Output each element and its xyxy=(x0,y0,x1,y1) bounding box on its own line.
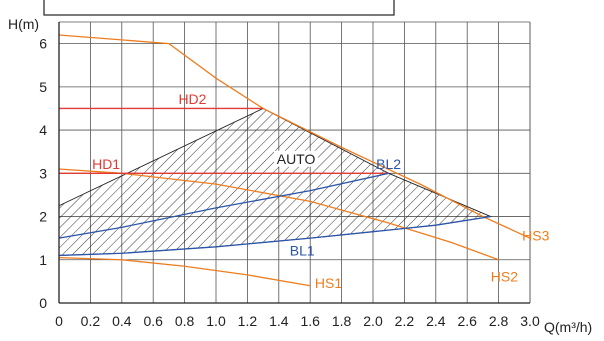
x-tick-label: 1.8 xyxy=(332,313,352,329)
auto-region xyxy=(58,107,493,256)
y-tick-label: 3 xyxy=(39,165,47,181)
x-tick-labels: 0 0.2 0.4 0.6 0.8 1.0 1.2 1.4 1.6 1.8 2.0 2.2 2.4 2.6… xyxy=(55,313,540,329)
x-tick-label: 0.6 xyxy=(143,313,163,329)
x-tick-label: 0.2 xyxy=(81,313,101,329)
x-tick-label: 0.8 xyxy=(175,313,195,329)
y-tick-label: 6 xyxy=(39,36,47,52)
x-tick-label: 1.6 xyxy=(300,313,320,329)
series-group xyxy=(58,34,531,287)
auto-region-area xyxy=(58,107,493,256)
x-tick-label: 2.4 xyxy=(426,313,446,329)
series-hs1-line xyxy=(58,256,311,287)
x-tick-label: 0.4 xyxy=(112,313,132,329)
header-box xyxy=(43,0,395,16)
y-tick-label: 5 xyxy=(39,79,47,95)
x-tick-label: 2.8 xyxy=(489,313,509,329)
auto-label-bg xyxy=(274,150,319,167)
label-bl2: BL2 xyxy=(376,156,401,172)
x-tick-label: 0 xyxy=(55,313,63,329)
x-tick-label: 1.0 xyxy=(206,313,226,329)
y-tick-label: 1 xyxy=(39,252,47,268)
label-hd1: HD1 xyxy=(92,156,120,172)
label-hs2: HS2 xyxy=(491,268,518,284)
label-hs3: HS3 xyxy=(522,227,549,243)
x-tick-label: 3.0 xyxy=(520,313,540,329)
y-tick-label: 0 xyxy=(39,295,47,311)
x-axis-label: Q(m³/h) xyxy=(544,319,592,335)
series-bl2-line xyxy=(58,172,389,239)
label-auto: AUTO xyxy=(277,151,316,167)
x-tick-label: 2.2 xyxy=(395,313,415,329)
x-tick-label: 1.4 xyxy=(269,313,289,329)
label-bl1: BL1 xyxy=(290,242,315,258)
curve-labels: HS3 HS2 HS1 HD2 HD1 BL2 BL1 AUTO xyxy=(92,91,550,291)
y-tick-label: 4 xyxy=(39,122,47,138)
series-bl1-line xyxy=(58,215,491,257)
y-tick-labels: 0 1 2 3 4 5 6 xyxy=(39,36,47,311)
axes xyxy=(58,22,530,304)
series-hs3-line xyxy=(58,34,531,239)
x-tick-label: 2.6 xyxy=(457,313,477,329)
label-hs1: HS1 xyxy=(315,275,342,291)
x-tick-label: 1.2 xyxy=(238,313,258,329)
label-hd2: HD2 xyxy=(178,91,206,107)
y-axis-label: H(m) xyxy=(8,16,39,32)
x-tick-label: 2.0 xyxy=(363,313,383,329)
y-tick-label: 2 xyxy=(39,209,47,225)
